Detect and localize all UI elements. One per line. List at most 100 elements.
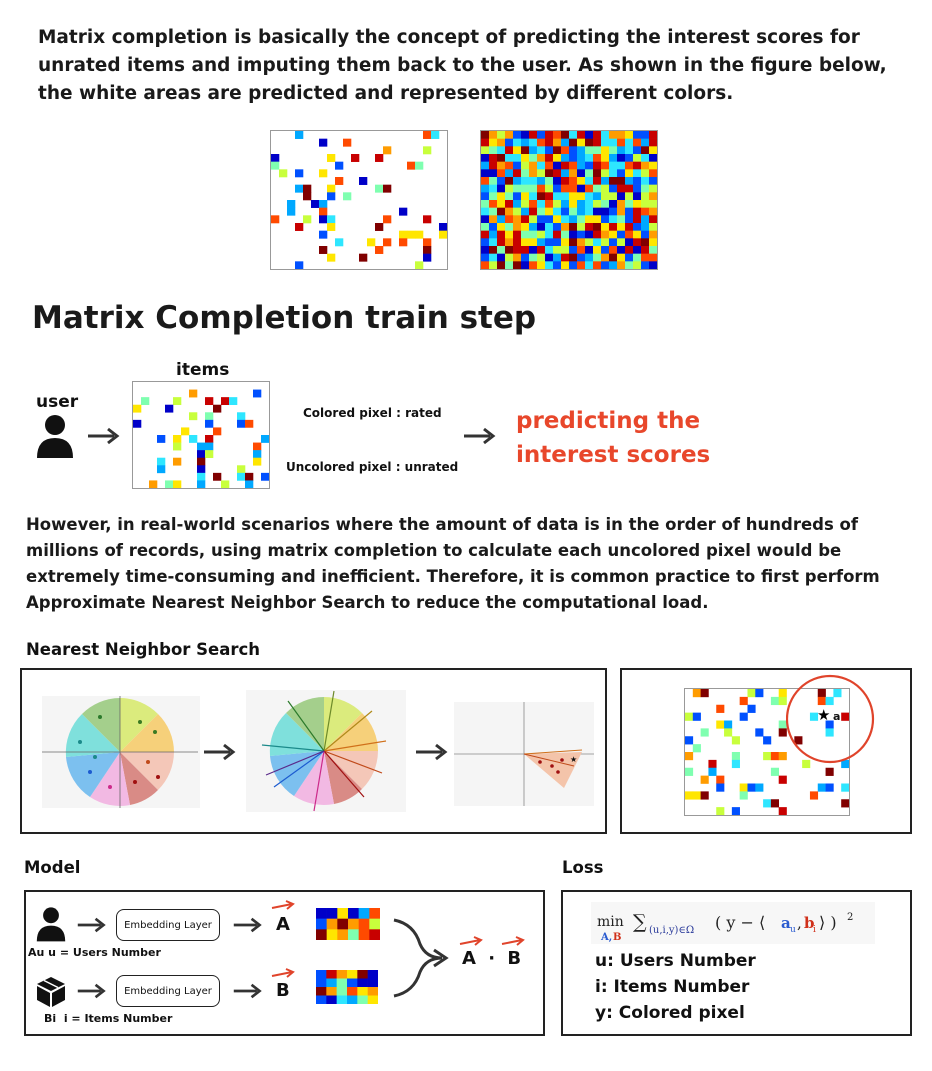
matrix-cell: [633, 215, 642, 224]
matrix-cell: [497, 184, 506, 193]
matrix-cell: [569, 184, 578, 193]
matrix-cell: [521, 161, 530, 170]
matrix-cell: [561, 161, 570, 170]
matrix-cell: [692, 689, 701, 698]
matrix-cell: [348, 929, 359, 941]
matrix-cell: [553, 246, 562, 254]
matrix-cell: [633, 184, 642, 193]
neighbor-matrix-image: [684, 688, 850, 816]
matrix-cell: [497, 177, 506, 185]
matrix-cell: [724, 728, 733, 737]
matrix-cell: [617, 146, 626, 155]
matrix-cell: [609, 154, 618, 162]
matrix-cell: [505, 200, 514, 208]
matrix-cell: [617, 223, 626, 231]
matrix-cell: [205, 435, 214, 443]
matrix-cell: [641, 184, 650, 193]
matrix-cell: [617, 230, 626, 239]
matrix-cell: [617, 177, 626, 185]
matrix-cell: [625, 161, 634, 170]
matrix-cell: [553, 238, 562, 247]
matrix-cell: [561, 169, 570, 178]
matrix-cell: [189, 412, 198, 421]
matrix-cell: [319, 207, 328, 216]
matrix-cell: [553, 261, 562, 270]
matrix-cell: [809, 791, 819, 800]
arrow-icon: [204, 743, 236, 761]
matrix-cell: [497, 146, 506, 155]
matrix-cell: [529, 223, 538, 231]
matrix-cell: [529, 169, 538, 178]
matrix-cell: [593, 169, 602, 178]
matrix-cell: [133, 419, 142, 428]
matrix-cell: [513, 200, 522, 208]
matrix-cell: [649, 230, 658, 239]
matrix-cell: [521, 238, 530, 247]
vector-b-label: B: [276, 980, 290, 1001]
matrix-cell: [716, 775, 725, 784]
hyperplane-pie-chart: [246, 690, 406, 812]
matrix-cell: [141, 397, 150, 406]
matrix-cell: [609, 207, 618, 216]
matrix-cell: [593, 200, 602, 208]
matrix-cell: [537, 161, 546, 170]
matrix-cell: [197, 442, 206, 451]
matrix-cell: [327, 253, 336, 262]
matrix-cell: [537, 246, 546, 254]
matrix-cell: [545, 215, 554, 224]
matrix-cell: [287, 200, 296, 208]
matrix-cell: [489, 253, 498, 262]
matrix-cell: [825, 696, 834, 706]
matrix-cell: [553, 223, 562, 231]
matrix-cell: [221, 397, 230, 406]
matrix-cell: [497, 161, 506, 170]
matrix-cell: [585, 192, 594, 201]
matrix-cell: [609, 131, 618, 139]
matrix-cell: [415, 261, 424, 270]
matrix-cell: [295, 223, 304, 231]
matrix-cell: [561, 246, 570, 254]
matrix-cell: [173, 442, 182, 451]
vector-arrow-icon: [271, 900, 295, 910]
matrix-cell: [237, 472, 246, 481]
star-label: a: [833, 710, 841, 723]
matrix-cell: [497, 230, 506, 239]
matrix-cell: [633, 169, 642, 178]
matrix-cell: [337, 918, 349, 930]
matrix-cell: [577, 230, 586, 239]
matrix-cell: [521, 192, 530, 201]
user-label: user: [36, 392, 79, 412]
matrix-cell: [205, 450, 214, 459]
matrix-cell: [641, 138, 650, 147]
matrix-cell: [593, 246, 602, 254]
matrix-cell: [505, 138, 514, 147]
matrix-cell: [347, 970, 358, 979]
matrix-cell: [601, 192, 610, 201]
arrow-icon: [464, 427, 496, 445]
matrix-cell: [537, 238, 546, 247]
matrix-cell: [569, 138, 578, 147]
matrix-cell: [537, 138, 546, 147]
arrow-icon: [416, 743, 448, 761]
matrix-cell: [513, 215, 522, 224]
matrix-cell: [335, 238, 344, 247]
matrix-cell: [521, 246, 530, 254]
matrix-cell: [633, 138, 642, 147]
user-embedding-matrix: [316, 908, 381, 941]
matrix-cell: [553, 169, 562, 178]
matrix-cell: [817, 689, 826, 698]
matrix-cell: [497, 138, 506, 147]
matrix-cell: [537, 223, 546, 231]
matrix-cell: [601, 161, 610, 170]
matrix-cell: [569, 238, 578, 247]
matrix-cell: [529, 131, 538, 139]
matrix-cell: [585, 253, 594, 262]
matrix-cell: [537, 169, 546, 178]
matrix-cell: [585, 215, 594, 224]
matrix-cell: [205, 397, 214, 406]
result-line-2: interest scores: [516, 442, 711, 468]
matrix-cell: [529, 207, 538, 216]
matrix-cell: [481, 200, 490, 208]
matrix-cell: [529, 146, 538, 155]
matrix-cell: [351, 154, 360, 162]
